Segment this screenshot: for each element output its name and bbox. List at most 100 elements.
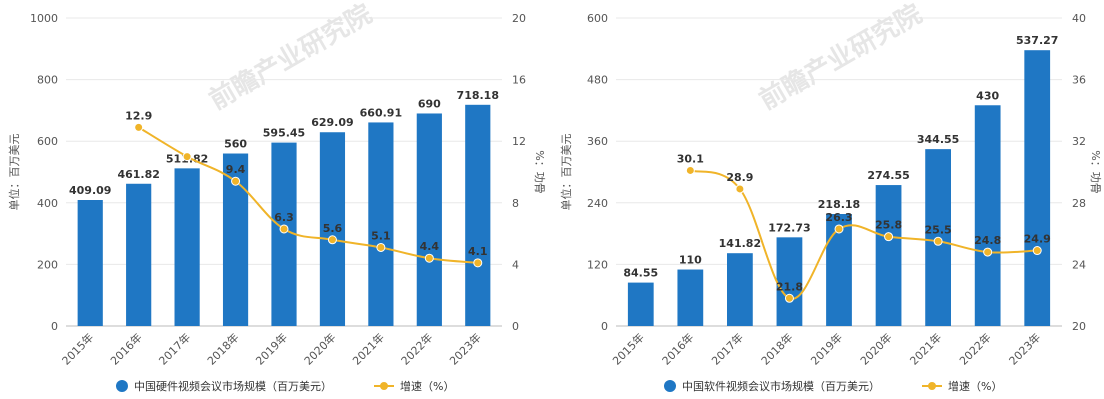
sw-growth-label: 28.9 bbox=[726, 171, 753, 184]
sw-y2-tick-label: 40 bbox=[1072, 12, 1086, 25]
hw-growth-label: 9.4 bbox=[226, 163, 246, 176]
hw-y2-tick-label: 20 bbox=[512, 12, 526, 25]
sw-bar-label: 141.82 bbox=[719, 237, 761, 250]
sw-bar-label: 110 bbox=[679, 254, 702, 267]
hw-y-axis-title: 单位：百万美元 bbox=[7, 134, 21, 211]
hw-x-tick-label: 2023年 bbox=[446, 330, 483, 367]
sw-growth-label: 24.9 bbox=[1024, 233, 1051, 246]
sw-bar bbox=[776, 237, 803, 326]
sw-x-tick-label: 2015年 bbox=[609, 330, 646, 367]
sw-growth-point bbox=[1032, 246, 1042, 256]
hw-growth-point bbox=[182, 152, 192, 162]
hw-growth-label: 5.1 bbox=[371, 229, 391, 242]
hw-y2-tick-label: 0 bbox=[512, 320, 519, 333]
sw-bar-label: 172.73 bbox=[768, 221, 810, 234]
sw-x-tick-label: 2018年 bbox=[758, 330, 795, 367]
hw-x-tick-label: 2022年 bbox=[398, 330, 435, 367]
sw-y2-tick-label: 28 bbox=[1072, 197, 1086, 210]
sw-x-tick-label: 2016年 bbox=[659, 330, 696, 367]
hw-bar-label: 560 bbox=[224, 138, 247, 151]
hw-legend-line-dot bbox=[380, 382, 388, 390]
hw-bar-label: 718.18 bbox=[457, 89, 499, 102]
sw-y2-tick-label: 36 bbox=[1072, 74, 1086, 87]
sw-y2-tick-label: 32 bbox=[1072, 135, 1086, 148]
hw-bar-label: 690 bbox=[418, 97, 441, 110]
hw-bar-label: 595.45 bbox=[263, 127, 305, 140]
sw-bar bbox=[727, 253, 753, 326]
sw-x-tick-label: 2020年 bbox=[857, 330, 894, 367]
hw-y-tick-label: 800 bbox=[37, 74, 58, 87]
sw-growth-label: 21.8 bbox=[776, 280, 803, 293]
sw-growth-point bbox=[784, 293, 794, 303]
hw-growth-label: 6.3 bbox=[274, 211, 294, 224]
hw-growth-point bbox=[134, 122, 144, 132]
sw-growth-point bbox=[933, 236, 943, 246]
hw-legend-line-label: 增速（%） bbox=[400, 379, 454, 393]
sw-growth-label: 30.1 bbox=[677, 152, 704, 165]
sw-x-tick-label: 2017年 bbox=[709, 330, 746, 367]
hw-bar-label: 629.09 bbox=[311, 116, 353, 129]
sw-x-tick-label: 2023年 bbox=[1006, 330, 1043, 367]
sw-y-tick-label: 0 bbox=[601, 320, 608, 333]
hw-growth-label: 5.6 bbox=[323, 222, 343, 235]
hw-y2-tick-label: 4 bbox=[512, 258, 519, 271]
hw-x-tick-label: 2017年 bbox=[156, 330, 193, 367]
sw-bar-label: 84.55 bbox=[623, 267, 658, 280]
hw-growth-label: 4.4 bbox=[420, 240, 440, 253]
sw-y2-tick-label: 20 bbox=[1072, 320, 1086, 333]
sw-bar-label: 274.55 bbox=[867, 169, 909, 182]
hardware-chart-svg: 前瞻产业研究院 0 0 200 4 400 8 600 12 800 16 1000 20 409.09 2… bbox=[7, 0, 546, 393]
hw-bar bbox=[416, 113, 442, 326]
sw-bar-label: 537.27 bbox=[1016, 34, 1058, 47]
hw-x-tick-label: 2015年 bbox=[59, 330, 96, 367]
sw-growth-point bbox=[884, 232, 894, 242]
sw-growth-label: 25.8 bbox=[875, 219, 902, 232]
hw-bar bbox=[271, 142, 297, 326]
hw-y-tick-label: 0 bbox=[51, 320, 58, 333]
hw-y-tick-label: 200 bbox=[37, 258, 58, 271]
software-chart-panel: 前瞻产业研究院 0 20 120 24 240 28 360 32 480 36 600 40 84.55… bbox=[552, 0, 1104, 399]
sw-x-tick-label: 2019年 bbox=[808, 330, 845, 367]
sw-y-tick-label: 240 bbox=[587, 197, 608, 210]
sw-bar-label: 430 bbox=[976, 89, 999, 102]
sw-growth-point bbox=[735, 184, 745, 194]
hw-growth-point bbox=[473, 258, 483, 268]
hw-x-tick-label: 2016年 bbox=[107, 330, 144, 367]
sw-legend-line-label: 增速（%） bbox=[948, 379, 1002, 393]
sw-bar bbox=[974, 105, 1001, 327]
sw-growth-point bbox=[685, 165, 695, 175]
sw-legend-bar-label: 中国软件视频会议市场规模（百万美元） bbox=[682, 379, 880, 393]
hw-legend-bar-label: 中国硬件视频会议市场规模（百万美元） bbox=[134, 379, 332, 393]
hw-y-tick-label: 1000 bbox=[30, 12, 58, 25]
hw-y2-tick-label: 12 bbox=[512, 135, 526, 148]
hw-x-tick-label: 2021年 bbox=[350, 330, 387, 367]
sw-growth-point bbox=[834, 224, 844, 234]
sw-y-tick-label: 120 bbox=[587, 258, 608, 271]
hw-watermark: 前瞻产业研究院 bbox=[204, 0, 377, 116]
hw-growth-point bbox=[279, 224, 289, 234]
sw-watermark: 前瞻产业研究院 bbox=[754, 0, 927, 116]
hw-x-tick-label: 2019年 bbox=[253, 330, 290, 367]
hw-growth-label: 12.9 bbox=[125, 109, 152, 122]
hw-y-tick-label: 400 bbox=[37, 197, 58, 210]
sw-x-tick-label: 2022年 bbox=[956, 330, 993, 367]
hw-bar bbox=[368, 122, 394, 326]
sw-legend-line-dot bbox=[928, 382, 936, 390]
hw-growth-label: 4.1 bbox=[468, 245, 488, 258]
sw-y-tick-label: 600 bbox=[587, 12, 608, 25]
hw-bar-label: 660.91 bbox=[360, 106, 402, 119]
sw-x-tick-label: 2021年 bbox=[907, 330, 944, 367]
hw-growth-point bbox=[231, 176, 241, 186]
hw-bar bbox=[77, 200, 103, 326]
sw-y-axis-title: 单位：百万美元 bbox=[559, 134, 573, 211]
sw-growth-label: 26.3 bbox=[825, 211, 852, 224]
sw-legend-bar-marker bbox=[664, 380, 676, 392]
sw-bar bbox=[677, 269, 704, 326]
software-chart-svg: 前瞻产业研究院 0 20 120 24 240 28 360 32 480 36 600 40 84.55… bbox=[559, 0, 1102, 393]
sw-bar bbox=[1024, 50, 1051, 326]
hw-y-tick-label: 600 bbox=[37, 135, 58, 148]
hw-growth-point bbox=[424, 253, 434, 263]
sw-growth-point bbox=[983, 247, 993, 257]
hw-bar-label: 409.09 bbox=[69, 184, 111, 197]
